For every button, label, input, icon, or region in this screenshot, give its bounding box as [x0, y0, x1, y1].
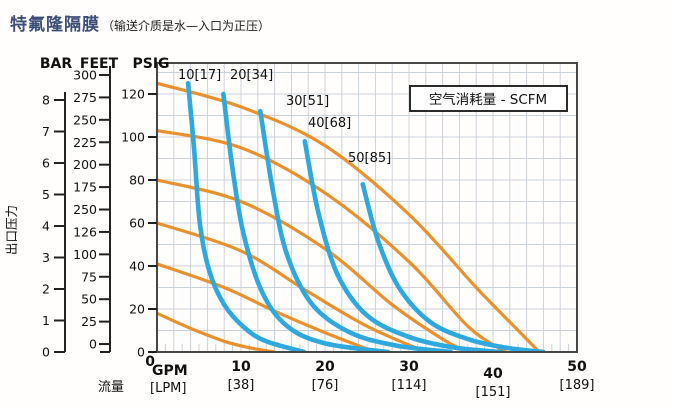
plot-border [156, 62, 578, 353]
pressure-flow-curve-performance-curve-6 [157, 311, 277, 353]
scfm-curve-label: 30[51] [286, 94, 329, 109]
lpm-tick-label: [151] [476, 385, 511, 400]
x-axis-title: 流量 [98, 380, 124, 395]
gpm-tick-label: 30 [399, 359, 419, 375]
bar-tick-label: 4 [42, 219, 50, 234]
bar-tick-label: 5 [42, 187, 50, 202]
feet-tick-label: 0 [89, 337, 97, 352]
legend-box [409, 85, 568, 112]
feet-axis-header: FEET [80, 56, 119, 72]
feet-tick-label: 50 [81, 292, 97, 307]
feet-tick-label: 200 [73, 157, 97, 172]
bar-tick-label: 1 [42, 313, 50, 328]
gpm-tick-label: 20 [315, 359, 335, 375]
psig-axis-header: PSIG [132, 56, 169, 72]
title-subtitle: （输送介质是水—入口为正压） [102, 19, 271, 33]
bar-tick-label: 6 [42, 156, 50, 171]
legend-label: 空气消耗量 - SCFM [429, 92, 547, 108]
air-consumption-curve-scfm-30 [258, 108, 454, 353]
air-consumption-curve-scfm-20 [221, 91, 391, 353]
bar-tick-label: 0 [42, 345, 50, 360]
feet-tick-label: 275 [73, 90, 97, 105]
curve-layer [157, 81, 546, 353]
gpm-tick-label: 40 [483, 366, 503, 382]
gpm-tick-label: 50 [567, 359, 587, 375]
x-axis-tick-labels: 10 [38] 20 [76] 30 [114] 40 [151] 50 [189] [228, 359, 595, 400]
bar-tick-label: 8 [42, 93, 50, 108]
x-zero-label: 0 [145, 354, 155, 370]
feet-tick-label: 250 [73, 112, 97, 127]
air-consumption-curve-scfm-10 [185, 81, 307, 353]
bar-tick-label: 2 [42, 282, 50, 297]
psig-tick-label: 20 [129, 302, 145, 317]
bar-axis-header: BAR [40, 56, 73, 72]
feet-tick-label: 225 [73, 135, 97, 150]
y-axis-title: 出口压力 [4, 205, 19, 255]
feet-tick-label: 100 [73, 247, 97, 262]
scfm-curve-label: 40[68] [308, 116, 351, 131]
feet-tick-label: 75 [81, 269, 97, 284]
scfm-curve-label: 50[85] [348, 151, 391, 166]
scfm-curve-label: 20[34] [230, 68, 273, 83]
pressure-flow-curve-performance-curve-2 [157, 129, 508, 353]
psig-tick-label: 120 [121, 87, 145, 102]
psig-tick-label: 100 [121, 130, 145, 145]
feet-tick-label: 300 [73, 68, 97, 83]
air-consumption-curve-scfm-40 [302, 139, 504, 353]
curve-labels: 10[17] 20[34] 30[51] 40[68] 50[85] [178, 68, 391, 166]
air-consumption-curve-scfm-50 [360, 182, 546, 353]
psig-tick-label: 80 [129, 173, 145, 188]
lpm-tick-label: [76] [312, 378, 339, 393]
axis-rulers: 8765432103002752502252001752501261007550… [42, 66, 157, 360]
x-unit-gpm: GPM [152, 363, 188, 379]
psig-tick-label: 40 [129, 259, 145, 274]
lpm-tick-label: [38] [228, 378, 255, 393]
feet-tick-label: 25 [81, 314, 97, 329]
x-unit-lpm: [LPM] [150, 381, 186, 396]
legend: 空气消耗量 - SCFM [409, 85, 568, 112]
psig-tick-label: 0 [137, 345, 145, 360]
lpm-tick-label: [189] [560, 378, 595, 393]
pressure-flow-curve-performance-curve-1 [157, 81, 541, 353]
pressure-flow-curve-performance-curve-5 [157, 262, 377, 353]
gpm-tick-label: 10 [231, 359, 251, 375]
lpm-tick-label: [114] [392, 378, 427, 393]
feet-tick-label: 250 [73, 202, 97, 217]
page-title: 特氟隆隔膜 （输送介质是水—入口为正压） [10, 10, 270, 35]
bar-tick-label: 7 [42, 124, 50, 139]
pressure-flow-curve-performance-curve-4 [157, 221, 428, 353]
pressure-flow-curve-performance-curve-3 [157, 178, 470, 353]
psig-tick-label: 60 [129, 216, 145, 231]
feet-tick-label: 126 [73, 224, 97, 239]
scfm-curve-label: 10[17] [178, 68, 221, 83]
feet-tick-label: 175 [73, 180, 97, 195]
title-main: 特氟隆隔膜 [10, 15, 100, 35]
bar-tick-label: 3 [42, 250, 50, 265]
